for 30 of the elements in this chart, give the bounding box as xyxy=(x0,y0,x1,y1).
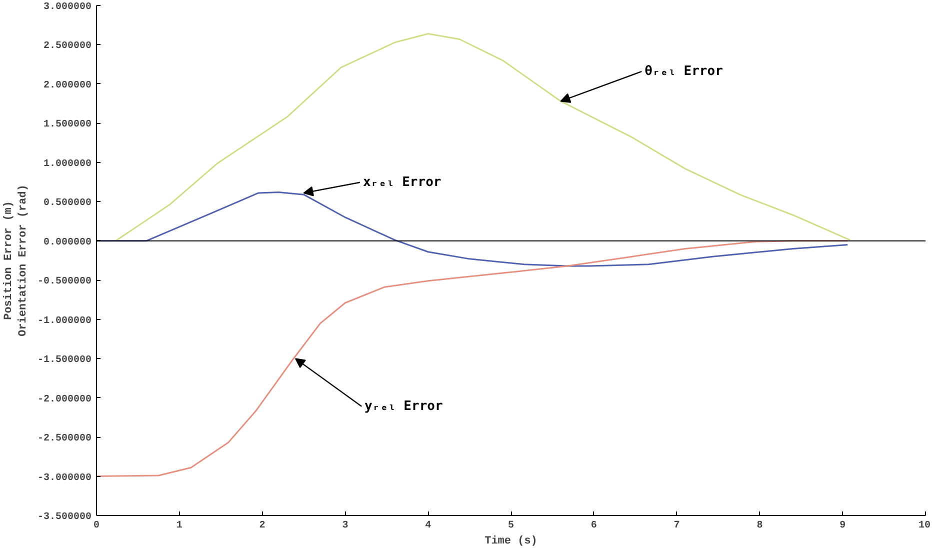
y-tick-label: 1.000000 xyxy=(43,158,92,170)
annotation: yᵣₑₗ Error xyxy=(364,398,443,414)
y-tick-label: -2.000000 xyxy=(37,394,92,406)
x-tick-label: 0 xyxy=(94,520,100,532)
y-tick-label: -3.500000 xyxy=(37,512,92,523)
y-tick-label: 0.500000 xyxy=(43,198,92,210)
y-tick-label: 3.000000 xyxy=(43,2,92,13)
annotation: xᵣₑₗ Error xyxy=(362,174,442,190)
x-tick-label: 4 xyxy=(425,520,432,532)
x-tick-label: 7 xyxy=(674,520,680,532)
x-tick-label: 1 xyxy=(176,520,182,532)
y-tick-label: 2.500000 xyxy=(43,41,92,52)
y-tick-label: -1.000000 xyxy=(37,316,92,327)
y-tick-label: 2.000000 xyxy=(43,80,92,92)
x-tick-label: 10 xyxy=(918,520,931,532)
y-tick-label: -0.500000 xyxy=(37,276,92,288)
x-tick-label: 5 xyxy=(508,520,514,532)
x-tick-label: 8 xyxy=(756,520,763,532)
x-tick-label: 3 xyxy=(342,520,348,532)
x-tick-label: 9 xyxy=(840,520,846,532)
y-tick-label: -2.500000 xyxy=(37,434,92,445)
y-axis-title: Position Error (m) Orientation Error (rad) xyxy=(3,184,30,336)
x-tick-label: 2 xyxy=(259,520,266,532)
y-tick-label: 1.500000 xyxy=(43,120,92,131)
annotation: θᵣₑₗ Error xyxy=(644,64,724,79)
y-tick-label: 0.000000 xyxy=(43,237,92,248)
y-tick-label: -1.500000 xyxy=(37,355,92,366)
x-tick-label: 6 xyxy=(590,520,597,532)
y-tick-label: -3.000000 xyxy=(37,472,92,484)
x-axis-title: Time (s) xyxy=(484,536,538,548)
